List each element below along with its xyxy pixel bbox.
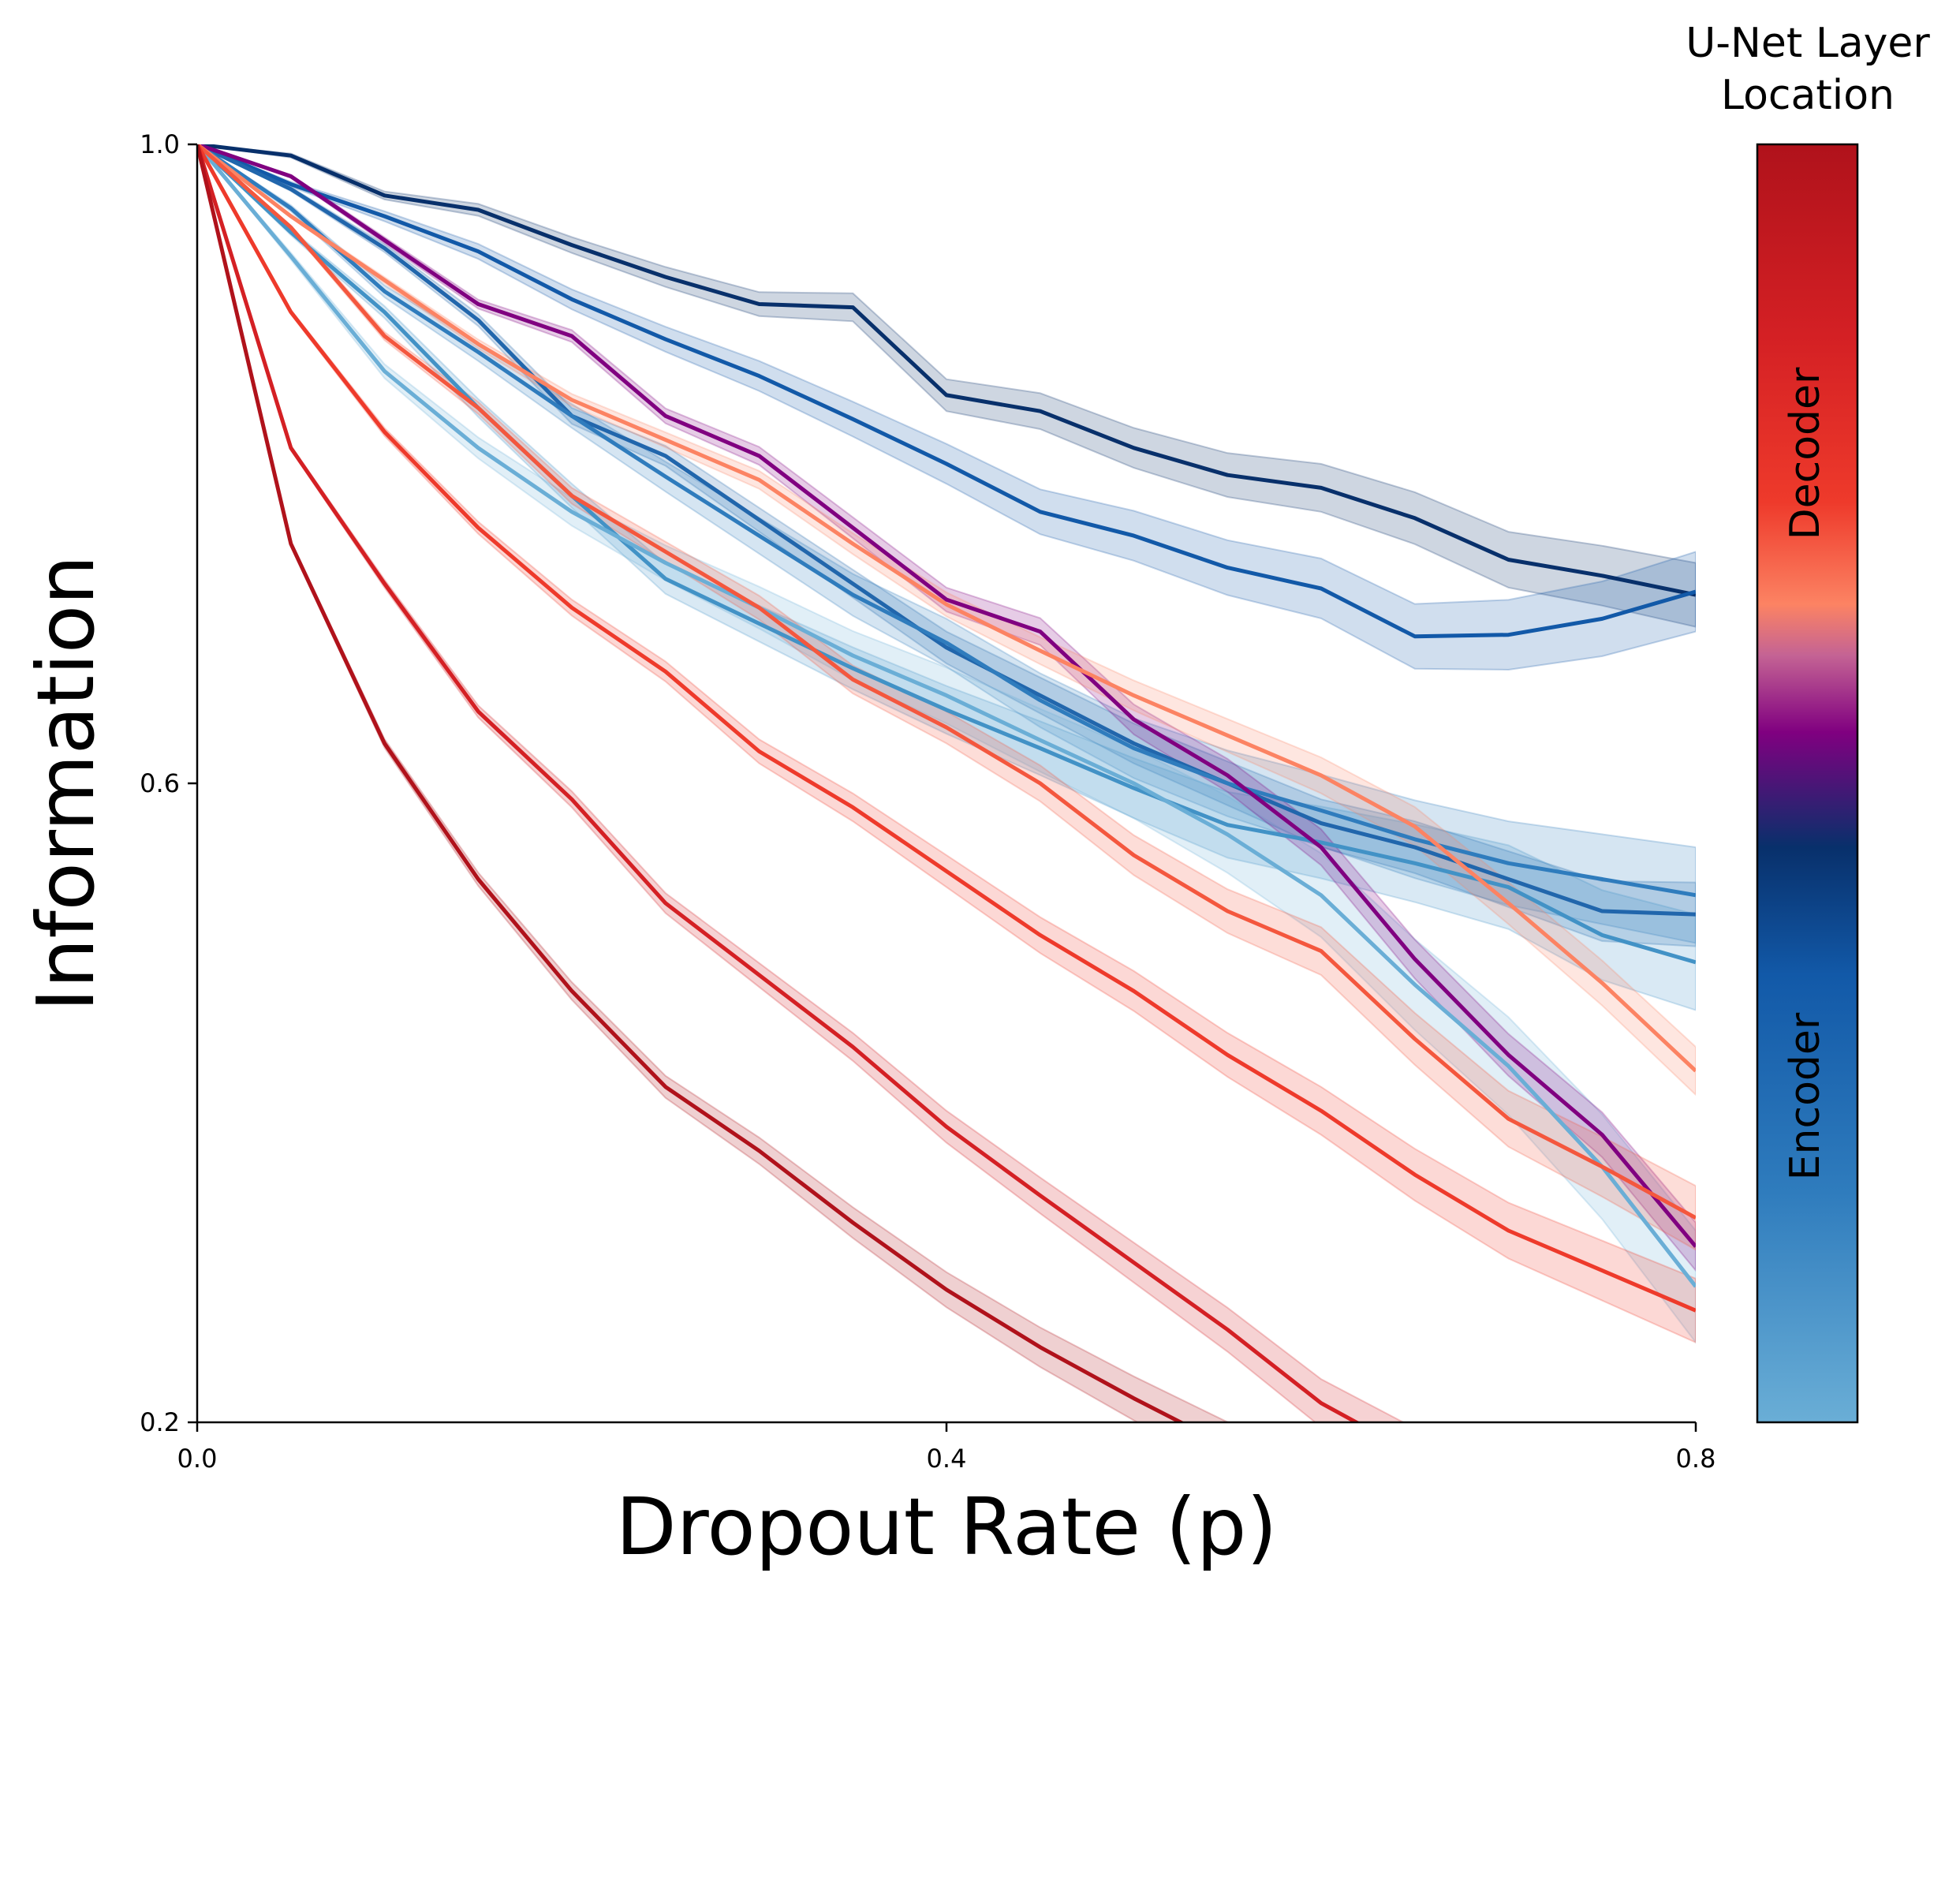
y-axis-label: Information	[20, 555, 112, 1012]
colorbar-title-line1: U-Net Layer	[1686, 20, 1930, 67]
series-band-1	[197, 144, 1696, 628]
series-band-11	[197, 144, 1406, 1422]
x-axis-label: Dropout Rate (p)	[616, 1481, 1278, 1573]
series-band-10	[197, 144, 1696, 1343]
colorbar-title-line2: Location	[1721, 72, 1895, 119]
y-ticks: 1.0 0.6 0.2	[140, 129, 197, 1437]
colorbar-encoder-label: Encoder	[1782, 1012, 1829, 1180]
series-line-4	[197, 144, 1696, 898]
y-tick-label: 0.6	[140, 768, 180, 798]
series-line-12	[197, 144, 1185, 1422]
series-band-7	[197, 144, 1696, 1272]
x-tick-label: 0.4	[927, 1444, 967, 1474]
colorbar-decoder-label: Decoder	[1782, 367, 1829, 540]
series-band-9	[197, 144, 1696, 1251]
series-line-2	[197, 144, 1696, 639]
y-tick-label: 0.2	[140, 1407, 180, 1437]
series-line-7	[197, 144, 1696, 1248]
x-tick-label: 0.8	[1676, 1444, 1716, 1474]
series-line-8	[197, 144, 1696, 1073]
series-line-11	[197, 144, 1361, 1422]
series-line-3	[197, 144, 1696, 917]
x-ticks: 0.0 0.4 0.8	[177, 1422, 1716, 1474]
series-line-6	[197, 144, 1696, 1288]
colorbar	[1756, 143, 1859, 1424]
confidence-bands	[197, 144, 1696, 1422]
series-band-6	[197, 144, 1696, 1344]
series-band-2	[197, 144, 1696, 671]
series-line-1	[197, 144, 1696, 597]
series-lines	[197, 144, 1696, 1422]
series-line-10	[197, 144, 1696, 1313]
x-tick-label: 0.0	[177, 1444, 218, 1474]
series-band-12	[197, 144, 1230, 1422]
series-band-8	[197, 144, 1696, 1097]
series-line-5	[197, 144, 1696, 965]
series-line-9	[197, 144, 1696, 1220]
y-tick-label: 1.0	[140, 129, 180, 159]
